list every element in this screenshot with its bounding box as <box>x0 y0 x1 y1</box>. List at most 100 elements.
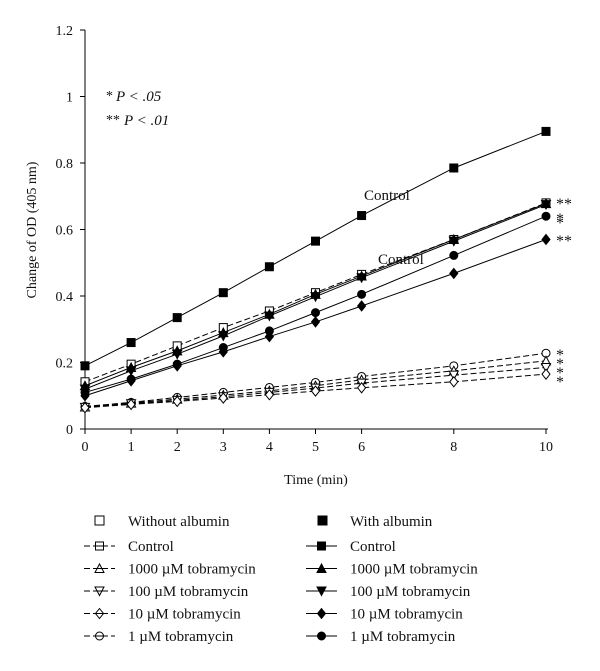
triangle-down-marker <box>356 273 367 284</box>
y-tick-label: 1.2 <box>56 24 74 39</box>
y-tick-label: 1 <box>66 91 73 106</box>
y-tick-label: 0.6 <box>56 224 74 239</box>
end-star-with-3: * <box>556 215 564 232</box>
square-marker <box>541 126 551 136</box>
diamond-marker <box>126 398 136 411</box>
y-tick-label: 0.8 <box>56 157 74 172</box>
triangle-down-marker <box>448 236 460 247</box>
diamond-marker <box>172 395 182 408</box>
legend-without-header: Without albumin <box>94 514 230 530</box>
x-tick-label: 1 <box>128 440 135 455</box>
y-tick-label: 0 <box>66 423 73 438</box>
end-star-with-1: ** <box>556 196 572 213</box>
end-star-with-4: ** <box>556 233 572 250</box>
legend: Without albumin With albumin Control 1000… <box>84 514 478 645</box>
square-marker <box>311 236 320 246</box>
control-label-without-albumin: Control <box>378 252 424 268</box>
circle-marker <box>449 250 459 260</box>
square-marker <box>172 313 182 323</box>
diamond-marker <box>172 360 182 372</box>
triangle-down-marker <box>540 362 552 374</box>
diamond-marker <box>264 388 275 401</box>
diamond-marker <box>310 316 321 328</box>
square-marker <box>449 163 459 173</box>
x-tick-label: 5 <box>312 440 319 455</box>
diamond-marker <box>316 607 327 620</box>
circle-marker <box>541 211 551 221</box>
legend-with-item: 100 µM tobramycin <box>306 584 471 600</box>
legend-with-item: Control <box>306 539 396 555</box>
legend-rows: Control 1000 µM tobramycin 100 µM tobramyc… <box>84 539 478 645</box>
legend-without-item: 1000 µM tobramycin <box>84 562 256 578</box>
triangle-down-marker <box>171 349 183 360</box>
series-with-albumin-100-m-tobramycin <box>79 200 552 395</box>
square-marker <box>357 211 367 221</box>
y-tick-label: 0.4 <box>56 290 74 305</box>
triangle-down-marker <box>125 366 137 377</box>
series-group <box>79 126 552 414</box>
x-tick-label: 2 <box>174 440 181 455</box>
x-tick-label: 6 <box>358 440 365 455</box>
legend-without-header-marker <box>94 515 105 526</box>
end-star-without-4: * <box>556 374 564 391</box>
legend-with-item-label: 10 µM tobramycin <box>350 607 463 623</box>
legend-without-item: 1 µM tobramycin <box>84 629 234 645</box>
legend-without-item: Control <box>84 539 174 555</box>
end-star-without-2: * <box>556 356 564 373</box>
y-axis-title: Change of OD (405 nm) <box>25 161 40 298</box>
diamond-marker <box>310 385 321 397</box>
diamond-marker <box>449 267 459 280</box>
legend-with-item-label: 1000 µM tobramycin <box>350 562 478 578</box>
triangle-down-marker <box>217 331 229 342</box>
x-tick-label: 8 <box>450 440 457 455</box>
end-star-with-2: * <box>556 211 564 228</box>
legend-with-item-label: 1 µM tobramycin <box>350 629 456 645</box>
diamond-marker <box>356 300 367 312</box>
legend-without-item-label: 100 µM tobramycin <box>128 584 249 600</box>
end-star-without-3: * <box>556 365 564 382</box>
diamond-marker <box>218 346 228 358</box>
series-with-albumin-10-m-tobramycin <box>80 233 551 402</box>
legend-without-item: 10 µM tobramycin <box>84 607 241 623</box>
triangle-up-marker <box>316 562 327 573</box>
series-with-albumin-control <box>80 126 551 371</box>
square-marker <box>80 361 90 371</box>
circle-marker <box>317 631 326 641</box>
x-tick-label: 3 <box>220 440 227 455</box>
diamond-marker <box>449 375 459 388</box>
diamond-marker <box>541 233 551 246</box>
legend-with-item: 1000 µM tobramycin <box>306 562 478 578</box>
triangle-down-marker <box>264 311 275 322</box>
series-line <box>84 130 547 367</box>
legend-without-header-label: Without albumin <box>128 514 230 530</box>
legend-with-header-marker <box>317 515 328 526</box>
series-without-albumin-10-m-tobramycin <box>80 368 551 414</box>
legend-without-item: 100 µM tobramycin <box>84 584 249 600</box>
y-ticks: 0 0.2 0.4 0.6 0.8 1 1.2 <box>56 24 85 438</box>
x-axis-title: Time (min) <box>284 473 348 488</box>
legend-with-item: 1 µM tobramycin <box>306 629 456 645</box>
triangle-down-marker <box>310 292 321 303</box>
control-label-with-albumin: Control <box>364 188 410 204</box>
diamond-marker <box>356 381 367 394</box>
legend-with-header: With albumin <box>317 514 433 530</box>
end-star-without-1: * <box>556 347 564 364</box>
legend-without-item-label: Control <box>128 539 174 555</box>
triangle-down-marker <box>448 370 460 381</box>
legend-with-item-label: 100 µM tobramycin <box>350 584 471 600</box>
triangle-down-marker <box>540 200 552 211</box>
legend-without-item-label: 1000 µM tobramycin <box>128 562 256 578</box>
triangle-down-marker <box>316 586 327 597</box>
x-tick-label: 4 <box>266 440 273 455</box>
legend-without-item-label: 1 µM tobramycin <box>128 629 234 645</box>
diamond-marker <box>541 368 551 380</box>
sig-key-1-text: P < .05 <box>115 89 162 105</box>
sig-key-1-star: * <box>106 89 113 104</box>
diamond-marker <box>80 401 90 414</box>
x-tick-label: 0 <box>82 440 89 455</box>
square-marker <box>126 338 136 348</box>
legend-with-item: 10 µM tobramycin <box>306 607 463 623</box>
square-marker <box>317 541 326 551</box>
x-tick-label: 10 <box>539 440 553 455</box>
